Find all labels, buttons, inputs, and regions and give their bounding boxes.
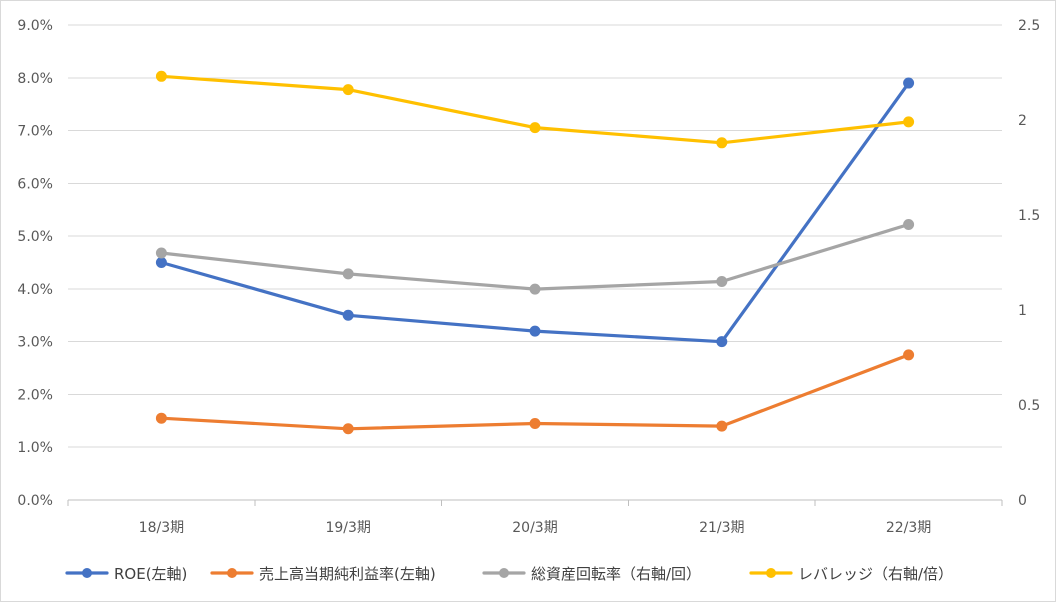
data-point [903, 77, 915, 89]
legend-swatch-marker [499, 568, 509, 578]
right-axis-tick-label: 1 [1018, 303, 1027, 319]
data-point [155, 247, 167, 259]
data-point [716, 276, 728, 287]
data-point [716, 420, 728, 432]
legend: ROE(左軸) 売上高当期純利益率(左軸) 総資産回転率（右軸/回） レバレッジ（右軸… [65, 565, 953, 583]
left-axis-tick-label: 4.0% [17, 282, 53, 298]
left-axis-tick-labels: 0.0% 1.0% 2.0% 3.0% 4.0% 5.0% 6.0% 7.0% 8.0% 9.0% [17, 18, 53, 509]
left-axis-tick-label: 7.0% [17, 124, 53, 140]
legend-item: レバレッジ（右軸/倍） [749, 565, 953, 583]
data-point [529, 417, 541, 429]
right-axis-tick-label: 0.5 [1018, 398, 1040, 414]
data-point [155, 412, 167, 424]
x-axis-tick-label: 18/3期 [139, 520, 184, 536]
x-axis-tick-label: 21/3期 [699, 520, 744, 536]
left-axis-tick-label: 1.0% [17, 440, 53, 456]
left-axis-tick-label: 6.0% [17, 176, 53, 192]
data-point [155, 70, 167, 82]
data-point [342, 423, 354, 435]
data-point [529, 325, 541, 337]
x-axis-tick-label: 20/3期 [512, 520, 557, 536]
legend-swatch-marker [227, 568, 237, 578]
right-axis-tick-label: 2.5 [1018, 18, 1040, 34]
series-line [159, 353, 911, 431]
data-point [155, 257, 167, 268]
series-line [159, 81, 911, 344]
data-point [903, 116, 915, 128]
data-point [716, 137, 728, 149]
gridlines [67, 24, 1003, 506]
legend-item: ROE(左軸) [65, 565, 187, 583]
data-point [342, 309, 354, 321]
data-point [529, 122, 541, 134]
data-point [342, 268, 354, 280]
series-3 [155, 219, 915, 295]
data-point [342, 84, 354, 96]
left-axis-tick-label: 8.0% [17, 71, 53, 87]
x-axis-tick-label: 22/3期 [886, 520, 931, 536]
legend-swatch-marker [82, 568, 92, 578]
series-2 [155, 349, 915, 435]
left-axis-tick-label: 2.0% [17, 387, 53, 403]
legend-label: 売上高当期純利益率(左軸) [259, 565, 436, 583]
right-axis-tick-label: 1.5 [1018, 208, 1040, 224]
left-axis-tick-label: 5.0% [17, 229, 53, 245]
series-4 [155, 70, 915, 149]
left-axis-tick-label: 9.0% [17, 18, 53, 34]
left-axis-tick-label: 0.0% [17, 493, 53, 509]
x-axis-tick-label: 19/3期 [325, 520, 370, 536]
x-axis-tick-labels: 18/3期 19/3期 20/3期 21/3期 22/3期 [139, 520, 932, 536]
left-axis-tick-label: 3.0% [17, 335, 53, 351]
legend-label: ROE(左軸) [114, 565, 187, 583]
legend-swatch-marker [766, 568, 776, 578]
right-axis-tick-labels: 0 0.5 1 1.5 2 2.5 [1018, 18, 1040, 509]
legend-label: 総資産回転率（右軸/回） [531, 565, 701, 583]
right-axis-tick-label: 0 [1018, 493, 1027, 509]
series-line [159, 222, 911, 291]
data-point [903, 349, 915, 361]
series-lines [155, 70, 915, 435]
data-point [716, 336, 728, 348]
data-point [903, 219, 915, 230]
legend-item: 総資産回転率（右軸/回） [482, 565, 701, 583]
data-point [529, 283, 541, 295]
legend-item: 売上高当期純利益率(左軸) [210, 565, 436, 583]
right-axis-tick-label: 2 [1018, 113, 1027, 129]
legend-label: レバレッジ（右軸/倍） [798, 565, 953, 583]
series-1 [155, 77, 915, 348]
